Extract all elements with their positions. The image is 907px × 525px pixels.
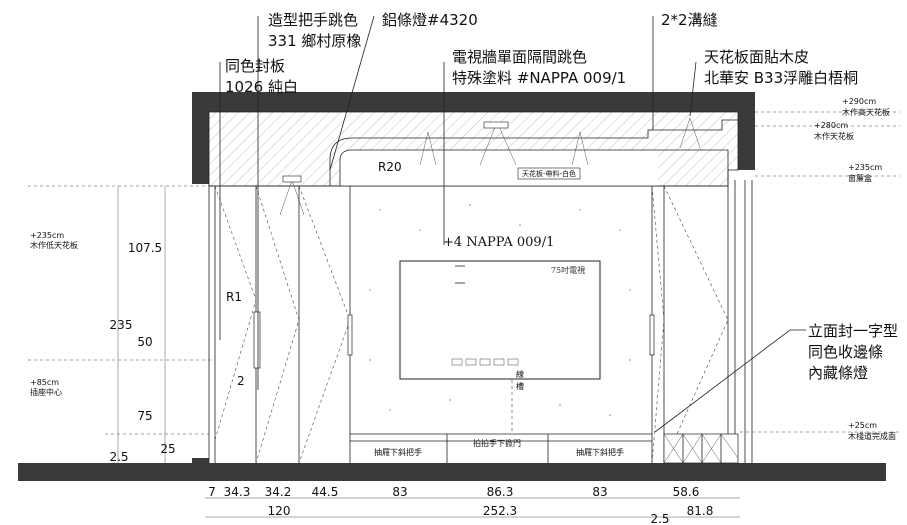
callout-edge-1: 立面封一字型 (808, 322, 898, 340)
tv-buttons (451, 358, 519, 366)
vdim-50: 50 (137, 335, 152, 349)
wall-pattern (369, 204, 631, 416)
svg-text:86.3: 86.3 (487, 485, 514, 499)
callout-groove: 2*2溝縫 (661, 11, 718, 29)
drawer-mid: 拍拍手下掀門 (473, 438, 521, 448)
callout-edge-2: 同色收邊條 (808, 343, 883, 361)
callout-ceiling-1: 天花板面貼木皮 (704, 48, 809, 66)
svg-text:34.3: 34.3 (224, 485, 251, 499)
bottom-dim-extra: 2.5 (650, 512, 669, 525)
ceiling-slab (192, 92, 755, 112)
vdim-107: 107.5 (128, 241, 162, 255)
svg-text:44.5: 44.5 (312, 485, 339, 499)
leaders (219, 15, 806, 433)
svg-text:7: 7 (208, 485, 216, 499)
level-r-290-sub: 木作高天花板 (842, 107, 890, 117)
callout-same-2: 1026 純白 (225, 78, 298, 96)
level-l-235: +235cm (30, 231, 64, 240)
callout-handle-1: 造型把手跳色 (268, 11, 358, 29)
level-r-235: +235cm (848, 163, 882, 172)
svg-text:83: 83 (592, 485, 607, 499)
callout-same-1: 同色封板 (225, 57, 285, 75)
vdim-235: 235 (110, 318, 133, 332)
vdim-2-5: 2.5 (109, 450, 128, 464)
svg-text:58.6: 58.6 (673, 485, 700, 499)
right-wall (738, 92, 755, 170)
level-l-235-sub: 木作低天花板 (30, 240, 78, 250)
svg-text:81.8: 81.8 (687, 504, 714, 518)
r20-label: R20 (378, 160, 402, 174)
callout-led: 鋁條燈#4320 (382, 11, 478, 29)
left-wall-base (192, 458, 209, 463)
floor-slab (18, 463, 886, 481)
bottom-dims-row2: 120 252.3 81.8 (268, 504, 714, 518)
svg-text:83: 83 (392, 485, 407, 499)
svg-text:252.3: 252.3 (483, 504, 517, 518)
line-tag-2: 槽 (516, 381, 524, 391)
two-label: 2 (237, 374, 245, 388)
callout-handle-2: 331 鄉村原橡 (268, 32, 361, 50)
callout-ceiling-2: 北華安 B33浮雕白梧桐 (704, 69, 858, 87)
drawer-right: 抽屜下斜把手 (576, 447, 624, 457)
left-wall (192, 92, 209, 184)
callout-tv-1: 電視牆單面隔間跳色 (452, 48, 587, 66)
level-r-235-sub: 窗簾盒 (848, 173, 872, 183)
svg-text:34.2: 34.2 (265, 485, 292, 499)
vdim-75: 75 (137, 409, 152, 423)
spotlights (279, 117, 701, 216)
bottom-dims-row1: 7 34.3 34.2 44.5 83 86.3 83 58.6 (208, 485, 699, 499)
level-l-85-sub: 插座中心 (30, 387, 62, 397)
level-r-25: +25cm (848, 421, 877, 430)
level-r-280-sub: 木作天花板 (814, 131, 854, 141)
level-r-25-sub: 木棧道完成面 (848, 431, 896, 441)
callout-edge-3: 內藏條燈 (808, 364, 868, 382)
level-r-280: +280cm (814, 121, 848, 130)
svg-text:120: 120 (268, 504, 291, 518)
level-r-290: +290cm (842, 97, 876, 106)
tv-label: 75吋電視 (551, 265, 585, 275)
drawer-left: 抽屜下斜把手 (374, 447, 422, 457)
level-l-85: +85cm (30, 378, 59, 387)
line-tag-1: 線 (516, 369, 524, 379)
callout-tv-2: 特殊塗料 #NAPPA 009/1 (452, 69, 626, 87)
r1-label: R1 (226, 290, 242, 304)
nappa-label: +4 NAPPA 009/1 (443, 235, 554, 250)
vdim-25: 25 (160, 442, 175, 456)
ceiling-tag: 天花板-帶料-白色 (522, 169, 576, 178)
